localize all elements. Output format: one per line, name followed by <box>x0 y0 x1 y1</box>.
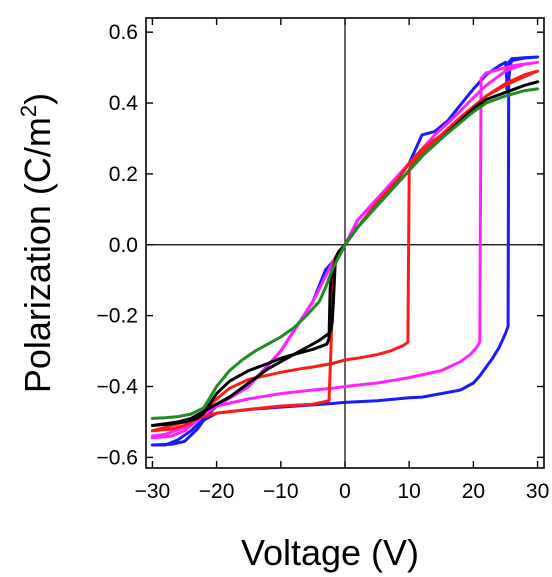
y-tick-label: −0.2 <box>97 305 138 328</box>
y-tick-label: −0.4 <box>97 376 139 399</box>
y-tick-label: 0.4 <box>109 92 139 115</box>
x-tick-label: −10 <box>263 480 299 503</box>
x-tick-label: −20 <box>199 480 235 503</box>
series-line-5 <box>150 87 540 420</box>
x-axis-label: Voltage (V) <box>241 532 419 573</box>
y-tick-label: −0.6 <box>97 446 138 469</box>
series-group <box>150 55 540 447</box>
x-tick-label: 20 <box>462 480 485 503</box>
series-line-1 <box>150 55 540 447</box>
ticks: −30 −20 −10 0 10 20 30 0.6 0.4 0.2 0.0 −0.2 −0.4 −0.6 <box>97 18 549 503</box>
y-axis-label-close: ) <box>17 93 58 105</box>
y-tick-label: 0.0 <box>109 234 138 257</box>
y-axis-label: Polarization (C/m2) <box>16 93 58 393</box>
x-tick-label: 0 <box>339 480 351 503</box>
y-axis-label-main: Polarization (C/m <box>17 117 58 393</box>
series-line-2 <box>150 60 540 440</box>
y-tick-label: 0.2 <box>109 163 138 186</box>
x-tick-label: 30 <box>526 480 549 503</box>
x-tick-label: −30 <box>135 480 171 503</box>
x-tick-label: 10 <box>398 480 421 503</box>
y-axis-label-sup: 2 <box>16 105 41 117</box>
series-line-4 <box>150 80 540 427</box>
y-tick-label: 0.6 <box>109 21 138 44</box>
series-line-3 <box>150 69 540 433</box>
